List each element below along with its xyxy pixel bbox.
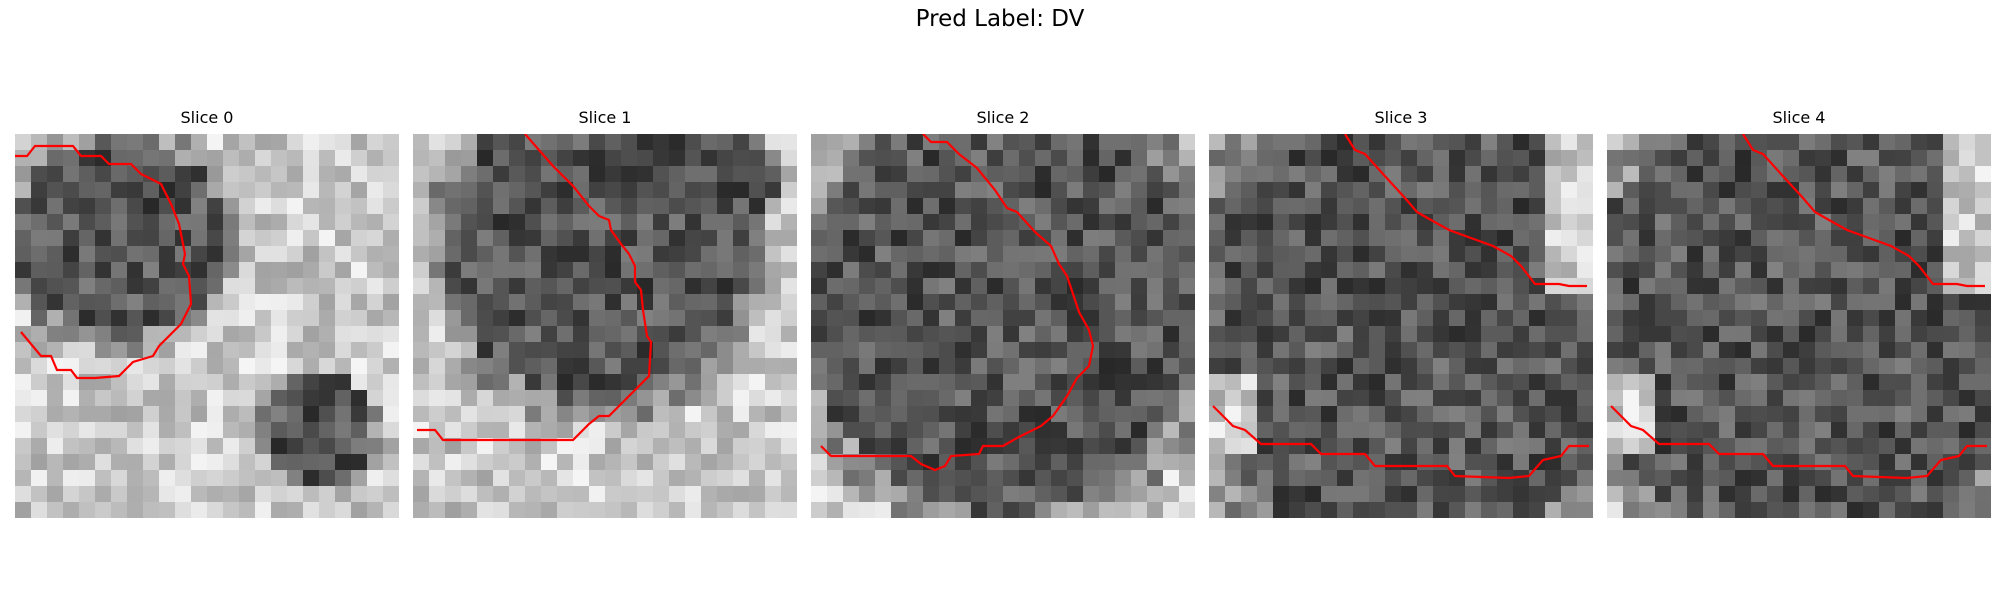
slice-title: Slice 1 [578, 108, 632, 127]
slice-panel: Slice 4 [1607, 108, 1991, 528]
slice-title: Slice 2 [976, 108, 1030, 127]
slice-panel: Slice 3 [1209, 108, 1593, 528]
segmentation-contour [1344, 134, 1587, 288]
slice-image [15, 134, 399, 518]
slice-panel: Slice 2 [811, 108, 1195, 528]
segmentation-contour [1610, 405, 1987, 480]
slice-title: Slice 3 [1374, 108, 1428, 127]
slice-image [811, 134, 1195, 518]
slice-image [413, 134, 797, 518]
figure-title: Pred Label: DV [915, 6, 1085, 32]
segmentation-contour [1742, 134, 1985, 288]
slice-title: Slice 4 [1772, 108, 1826, 127]
segmentation-contour [15, 144, 193, 380]
slice-image [1607, 134, 1991, 518]
segmentation-contour [820, 134, 1095, 472]
segmentation-contour [1212, 405, 1589, 480]
slice-panel: Slice 0 [15, 108, 399, 528]
slice-image [1209, 134, 1593, 518]
segmentation-contour [417, 134, 653, 442]
slice-panel: Slice 1 [413, 108, 797, 528]
slice-title: Slice 0 [180, 108, 234, 127]
